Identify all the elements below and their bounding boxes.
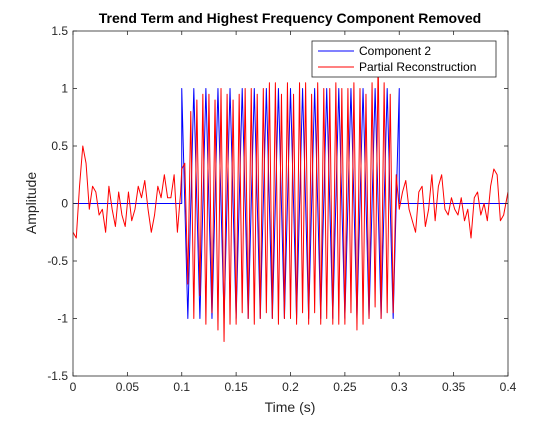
y-tick-label: 0 xyxy=(61,197,68,211)
x-tick-label: 0.05 xyxy=(116,380,140,394)
x-axis-label: Time (s) xyxy=(265,399,316,415)
legend-box xyxy=(311,40,497,78)
x-tick-label: 0.25 xyxy=(333,380,357,394)
x-tick-label: 0.1 xyxy=(173,380,190,394)
y-tick-label: -1 xyxy=(57,312,68,326)
y-tick-label: 0.5 xyxy=(51,139,68,153)
series-line-partial-reconstruction xyxy=(73,59,508,342)
y-tick-label: 1 xyxy=(61,82,68,96)
legend-label-partial-reconstruction: Partial Reconstruction xyxy=(359,60,476,74)
x-tick-label: 0.15 xyxy=(224,380,248,394)
legend: Component 2 Partial Reconstruction xyxy=(311,40,497,78)
legend-label-component-2: Component 2 xyxy=(359,44,431,58)
y-tick-label: -1.5 xyxy=(47,369,68,383)
plot-area: 0 0.05 0.1 0.15 0.2 0.25 0.3 0.35 0.4 -1.5 -1 -0.5… xyxy=(47,24,516,394)
x-tick-label: 0.2 xyxy=(282,380,299,394)
chart-title: Trend Term and Highest Frequency Compone… xyxy=(99,10,481,26)
x-tick-label: 0.3 xyxy=(391,380,408,394)
x-axis-ticks: 0 0.05 0.1 0.15 0.2 0.25 0.3 0.35 0.4 xyxy=(70,31,517,394)
series-layer xyxy=(73,59,508,342)
series-line-component-2 xyxy=(73,88,508,319)
y-axis-label: Amplitude xyxy=(23,172,39,234)
y-axis-ticks: -1.5 -1 -0.5 0 0.5 1 1.5 xyxy=(47,24,508,383)
y-tick-label: -0.5 xyxy=(47,254,68,268)
x-tick-label: 0 xyxy=(70,380,77,394)
y-tick-label: 1.5 xyxy=(51,24,68,38)
x-tick-label: 0.4 xyxy=(500,380,517,394)
x-tick-label: 0.35 xyxy=(442,380,466,394)
